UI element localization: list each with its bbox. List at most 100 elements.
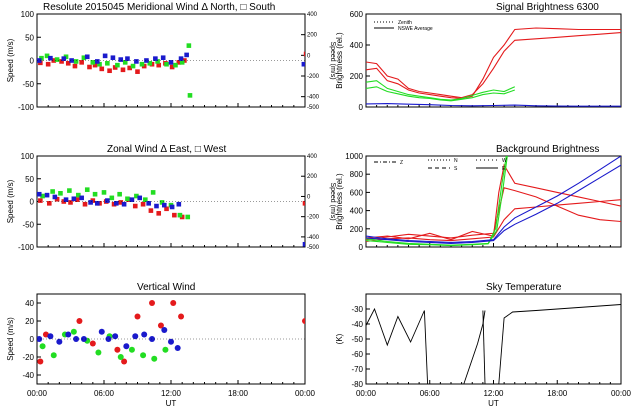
y-tick-label: 100: [21, 152, 35, 161]
data-point-red: [127, 65, 132, 71]
data-point-blue: [137, 195, 143, 201]
data-point-blue: [80, 336, 87, 342]
data-point-red: [92, 62, 98, 68]
data-point-green: [162, 346, 169, 353]
data-point-green: [139, 61, 145, 67]
data-point-blue: [113, 201, 119, 206]
data-point-blue: [141, 331, 148, 338]
data-point-green: [44, 53, 50, 59]
panel-zonal: Zonal Wind Δ East, □ West-100-50050100Sp…: [6, 144, 336, 252]
series-line-red: [366, 199, 621, 243]
data-point-blue: [118, 57, 124, 62]
data-point-blue: [176, 201, 182, 207]
x-tick-label: 06:00: [94, 389, 115, 398]
data-point-green: [39, 55, 44, 61]
data-point-red: [302, 201, 305, 206]
data-point-red: [135, 69, 140, 74]
y-right-tick-label: 0: [307, 194, 311, 200]
data-point-blue: [154, 203, 159, 209]
data-point-red: [51, 58, 57, 63]
data-point-blue: [37, 58, 42, 63]
data-point-blue: [123, 343, 130, 350]
series-line-green: [366, 156, 508, 247]
data-point-red: [178, 313, 185, 320]
series-line-green: [366, 80, 516, 101]
data-point-red: [156, 62, 162, 68]
data-point-red: [120, 67, 126, 73]
data-point-red: [132, 203, 138, 209]
data-point-blue: [160, 55, 166, 61]
series-line-black: [498, 304, 621, 384]
data-point-red: [87, 64, 92, 70]
data-point-blue: [149, 336, 156, 342]
data-point-red: [121, 358, 128, 365]
series-line-black: [366, 307, 429, 384]
data-point-green: [164, 61, 169, 67]
legend-label: E: [502, 166, 506, 172]
data-point-red: [59, 59, 64, 64]
y-right-tick-label: 400: [307, 154, 318, 160]
data-point-blue: [44, 192, 50, 198]
data-point-green: [109, 195, 115, 201]
x-tick-label: 06:00: [420, 389, 441, 398]
data-point-blue: [65, 331, 72, 338]
data-point-blue: [301, 61, 305, 67]
data-point-blue: [174, 345, 181, 351]
data-point-red: [140, 201, 146, 207]
data-point-green: [159, 200, 165, 205]
series-line-green: [366, 156, 507, 246]
y-tick-label: -40: [351, 320, 363, 329]
y-tick-label: 400: [350, 207, 364, 216]
series-line-black: [463, 310, 486, 384]
data-point-red: [149, 300, 156, 306]
y-right-axis-label: Speed (m/s): [329, 182, 336, 220]
plot-area: [37, 300, 305, 365]
chart-title: Vertical Wind: [137, 282, 195, 293]
data-point-blue: [84, 54, 90, 60]
y-axis-label: Brightness (rel.): [335, 173, 344, 230]
y-tick-label: 0: [359, 243, 364, 252]
y-tick-label: -40: [22, 371, 34, 380]
data-point-green: [147, 60, 153, 66]
y-axis-label: Brightness (rel.): [335, 32, 344, 89]
data-point-red: [114, 346, 121, 353]
y-tick-label: -70: [351, 365, 363, 374]
x-axis-label: UT: [166, 399, 177, 408]
data-point-blue: [168, 60, 174, 65]
y-right-axis-label: Speed (m/s): [329, 41, 336, 79]
data-point-blue: [169, 204, 175, 210]
data-point-green: [155, 59, 160, 64]
y-right-tick-label: -200: [307, 215, 320, 221]
y-tick-label: -60: [351, 350, 363, 359]
data-point-blue: [105, 336, 112, 342]
series-line-green: [366, 86, 515, 102]
chart-title: Sky Temperature: [486, 282, 562, 293]
data-point-blue: [132, 333, 139, 340]
data-point-red: [107, 68, 112, 74]
x-tick-label: 00:00: [27, 389, 48, 398]
data-point-red: [72, 63, 78, 69]
data-point-green: [101, 190, 107, 195]
data-point-blue: [112, 333, 119, 340]
y-tick-label: 600: [350, 188, 364, 197]
panel-signal: Signal Brightness 6300 0 200 400 600 Brightne…: [335, 2, 622, 112]
data-point-red: [46, 201, 52, 206]
data-point-red: [148, 208, 154, 213]
chart-title: Signal Brightness 6300: [496, 2, 599, 13]
data-point-blue: [121, 201, 127, 207]
data-point-blue: [184, 52, 189, 58]
y-right-tick-label: -400: [307, 235, 320, 241]
data-point-blue: [63, 197, 69, 202]
data-point-red: [303, 51, 305, 57]
data-point-red: [170, 300, 177, 306]
data-point-blue: [129, 197, 135, 202]
data-point-green: [151, 355, 158, 362]
series-line-black: [482, 310, 486, 384]
data-point-green: [122, 60, 128, 65]
series-line-blue: [366, 164, 621, 244]
data-point-blue: [37, 191, 42, 197]
series-line-red: [366, 32, 621, 99]
data-point-blue: [98, 328, 105, 335]
y-right-tick-label: -500: [307, 105, 320, 111]
